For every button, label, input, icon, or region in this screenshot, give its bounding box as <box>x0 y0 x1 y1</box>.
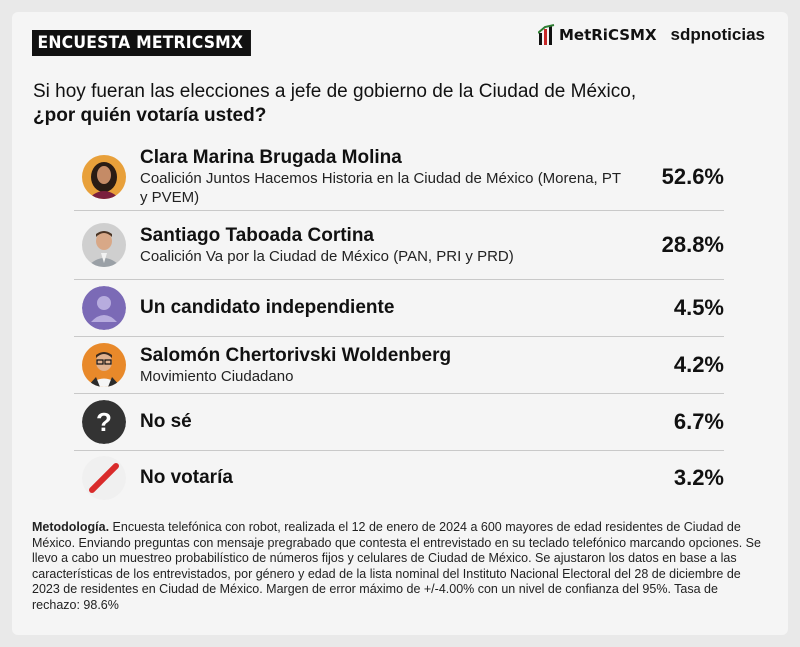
result-row: ? No sé 6.7% <box>74 394 724 451</box>
percentage-label: 6.7% <box>673 409 724 434</box>
metricsmx-wordmark: MetRiCSMX <box>558 26 657 44</box>
question-mark-icon: ? <box>82 400 126 444</box>
percentage-label: 28.8% <box>661 232 724 257</box>
candidate-name: Un candidato independiente <box>140 297 395 318</box>
sdpnoticias-logo: sdpnoticias <box>670 25 765 44</box>
person-silhouette-icon <box>82 286 126 330</box>
photo-woman-icon <box>82 155 126 199</box>
candidate-name: No votaría <box>140 467 233 488</box>
candidate-party: Movimiento Ciudadano <box>140 367 294 385</box>
question-line-1: Si hoy fueran las elecciones a jefe de g… <box>33 81 637 102</box>
photo-man-glasses-icon <box>82 343 126 387</box>
result-row: Santiago Taboada Cortina Coalición Va po… <box>74 211 724 280</box>
result-row: No votaría 3.2% <box>74 451 724 505</box>
candidate-name: Clara Marina Brugada Molina <box>140 147 402 168</box>
result-row: Salomón Chertorivski Woldenberg Movimien… <box>74 337 724 394</box>
percentage-label: 4.2% <box>673 352 724 377</box>
candidate-coalition: Coalición Va por la Ciudad de México (PA… <box>140 247 514 265</box>
result-row: Un candidato independiente 4.5% <box>74 280 724 337</box>
percentage-label: 3.2% <box>673 465 724 490</box>
survey-question: Si hoy fueran las elecciones a jefe de g… <box>33 80 636 128</box>
results-table: Clara Marina Brugada Molina Coalición Ju… <box>74 144 724 505</box>
metricsmx-logo: MetRiCSMX <box>537 24 657 46</box>
candidate-name: No sé <box>140 411 192 432</box>
brand-logos: MetRiCSMX sdpnoticias <box>537 24 765 46</box>
methodology-text: Encuesta telefónica con robot, realizada… <box>32 520 761 612</box>
slash-icon <box>82 456 126 500</box>
candidate-coalition: Coalición Juntos Hacemos Historia en la … <box>140 170 621 206</box>
photo-man-icon <box>82 223 126 267</box>
house-chart-icon <box>537 24 555 45</box>
methodology-note: Metodología. Encuesta telefónica con rob… <box>32 520 767 613</box>
methodology-label: Metodología. <box>32 520 110 534</box>
candidate-name: Santiago Taboada Cortina <box>140 224 375 246</box>
candidate-name: Salomón Chertorivski Woldenberg <box>140 344 452 366</box>
result-row: Clara Marina Brugada Molina Coalición Ju… <box>74 144 724 211</box>
survey-card <box>12 12 788 635</box>
percentage-label: 4.5% <box>673 295 724 320</box>
svg-text:?: ? <box>96 407 112 437</box>
question-line-2: ¿por quién votaría usted? <box>33 105 267 126</box>
survey-badge: ENCUESTA METRICSMX <box>32 30 251 56</box>
percentage-label: 52.6% <box>661 164 724 189</box>
